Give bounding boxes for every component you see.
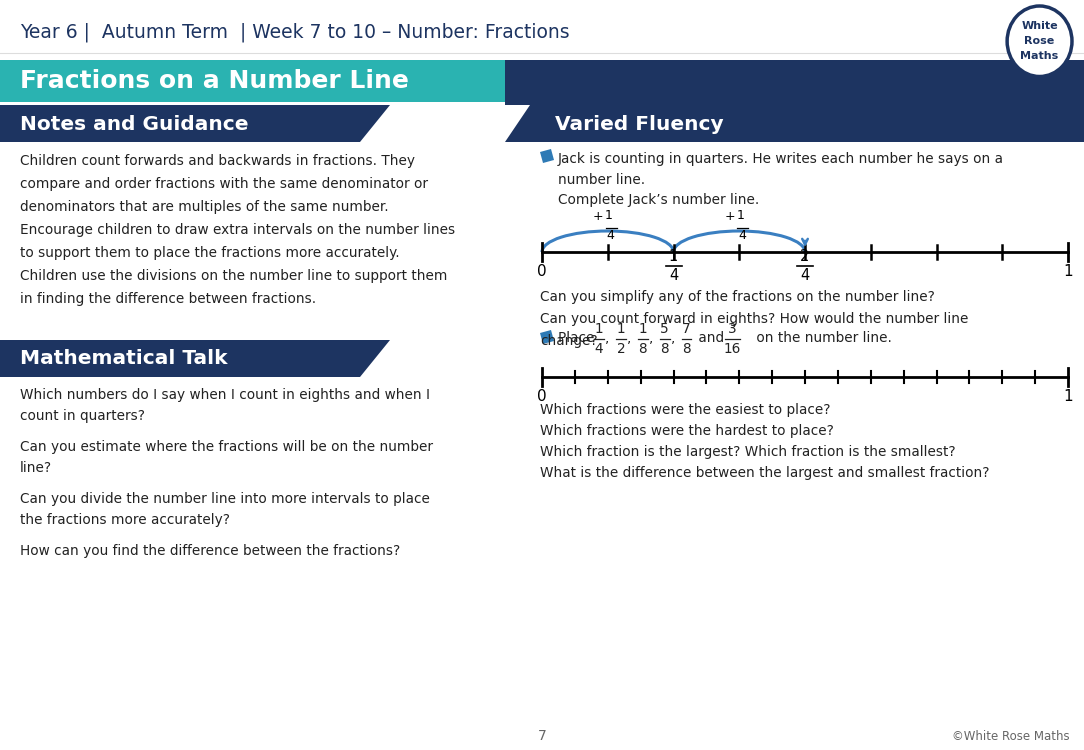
- Polygon shape: [540, 149, 554, 163]
- Text: change?: change?: [540, 334, 597, 348]
- Text: ©White Rose Maths: ©White Rose Maths: [953, 730, 1070, 742]
- Text: 1: 1: [669, 249, 679, 264]
- Text: 1: 1: [595, 322, 604, 336]
- Polygon shape: [0, 340, 390, 377]
- Text: Varied Fluency: Varied Fluency: [555, 115, 724, 134]
- Text: Year 6 |  Autumn Term  | Week 7 to 10 – Number: Fractions: Year 6 | Autumn Term | Week 7 to 10 – Nu…: [20, 22, 569, 42]
- Text: compare and order fractions with the same denominator or: compare and order fractions with the sam…: [20, 177, 428, 191]
- Text: 1: 1: [605, 209, 612, 222]
- Text: Place: Place: [558, 331, 598, 345]
- Text: Jack is counting in quarters. He writes each number he says on a: Jack is counting in quarters. He writes …: [558, 152, 1004, 166]
- Text: Children count forwards and backwards in fractions. They: Children count forwards and backwards in…: [20, 154, 415, 168]
- Text: Notes and Guidance: Notes and Guidance: [20, 115, 248, 134]
- Text: Rose: Rose: [1024, 36, 1055, 46]
- Text: ,: ,: [648, 331, 653, 345]
- Text: 8: 8: [660, 342, 669, 356]
- Polygon shape: [0, 60, 450, 102]
- Polygon shape: [415, 60, 560, 102]
- Text: 2: 2: [617, 342, 625, 356]
- Text: +: +: [593, 210, 604, 223]
- Text: ,: ,: [671, 331, 675, 345]
- Text: count in quarters?: count in quarters?: [20, 409, 145, 423]
- Text: How can you find the difference between the fractions?: How can you find the difference between …: [20, 544, 400, 558]
- Text: 16: 16: [724, 342, 741, 356]
- Text: 7: 7: [682, 322, 691, 336]
- Text: 2: 2: [800, 249, 810, 264]
- Polygon shape: [540, 330, 554, 344]
- Text: in finding the difference between fractions.: in finding the difference between fracti…: [20, 292, 317, 306]
- Text: 8: 8: [682, 342, 691, 356]
- Text: 4: 4: [738, 229, 746, 242]
- Text: Can you divide the number line into more intervals to place: Can you divide the number line into more…: [20, 492, 430, 506]
- Text: and: and: [695, 331, 728, 345]
- Text: 4: 4: [800, 268, 810, 283]
- Text: 1: 1: [1063, 264, 1073, 279]
- Text: Can you count forward in eighths? How would the number line: Can you count forward in eighths? How wo…: [540, 312, 968, 326]
- Text: Which fraction is the largest? Which fraction is the smallest?: Which fraction is the largest? Which fra…: [540, 445, 956, 459]
- Text: denominators that are multiples of the same number.: denominators that are multiples of the s…: [20, 200, 389, 214]
- Text: Which numbers do I say when I count in eighths and when I: Which numbers do I say when I count in e…: [20, 388, 430, 402]
- Polygon shape: [0, 105, 390, 142]
- Text: 1: 1: [617, 322, 625, 336]
- Text: Can you simplify any of the fractions on the number line?: Can you simplify any of the fractions on…: [540, 290, 934, 304]
- Text: 0: 0: [538, 389, 546, 404]
- Text: 8: 8: [638, 342, 647, 356]
- Text: Complete Jack’s number line.: Complete Jack’s number line.: [558, 193, 759, 207]
- Text: White: White: [1021, 21, 1058, 32]
- Text: line?: line?: [20, 461, 52, 475]
- Text: 3: 3: [728, 322, 737, 336]
- Text: 1: 1: [1063, 389, 1073, 404]
- Text: 4: 4: [669, 268, 679, 283]
- Text: number line.: number line.: [558, 173, 645, 187]
- Text: 7: 7: [538, 729, 546, 743]
- Text: 5: 5: [660, 322, 669, 336]
- Text: Which fractions were the hardest to place?: Which fractions were the hardest to plac…: [540, 424, 834, 438]
- Text: the fractions more accurately?: the fractions more accurately?: [20, 513, 230, 527]
- Text: 4: 4: [595, 342, 604, 356]
- Text: ,: ,: [627, 331, 631, 345]
- Polygon shape: [505, 105, 1084, 142]
- Text: 1: 1: [736, 209, 745, 222]
- Text: 4: 4: [607, 229, 615, 242]
- Text: Fractions on a Number Line: Fractions on a Number Line: [20, 69, 409, 93]
- Text: Encourage children to draw extra intervals on the number lines: Encourage children to draw extra interva…: [20, 223, 455, 237]
- Text: on the number line.: on the number line.: [752, 331, 892, 345]
- Text: Which fractions were the easiest to place?: Which fractions were the easiest to plac…: [540, 403, 830, 417]
- Text: 1: 1: [638, 322, 647, 336]
- Text: to support them to place the fractions more accurately.: to support them to place the fractions m…: [20, 246, 400, 260]
- Polygon shape: [505, 60, 1084, 105]
- Text: +: +: [724, 210, 735, 223]
- Text: Can you estimate where the fractions will be on the number: Can you estimate where the fractions wil…: [20, 440, 433, 454]
- Text: What is the difference between the largest and smallest fraction?: What is the difference between the large…: [540, 466, 990, 480]
- Text: ,: ,: [605, 331, 609, 345]
- Ellipse shape: [1007, 6, 1072, 76]
- Text: Children use the divisions on the number line to support them: Children use the divisions on the number…: [20, 269, 448, 283]
- Text: 0: 0: [538, 264, 546, 279]
- Text: Mathematical Talk: Mathematical Talk: [20, 350, 228, 368]
- Text: Maths: Maths: [1020, 51, 1059, 62]
